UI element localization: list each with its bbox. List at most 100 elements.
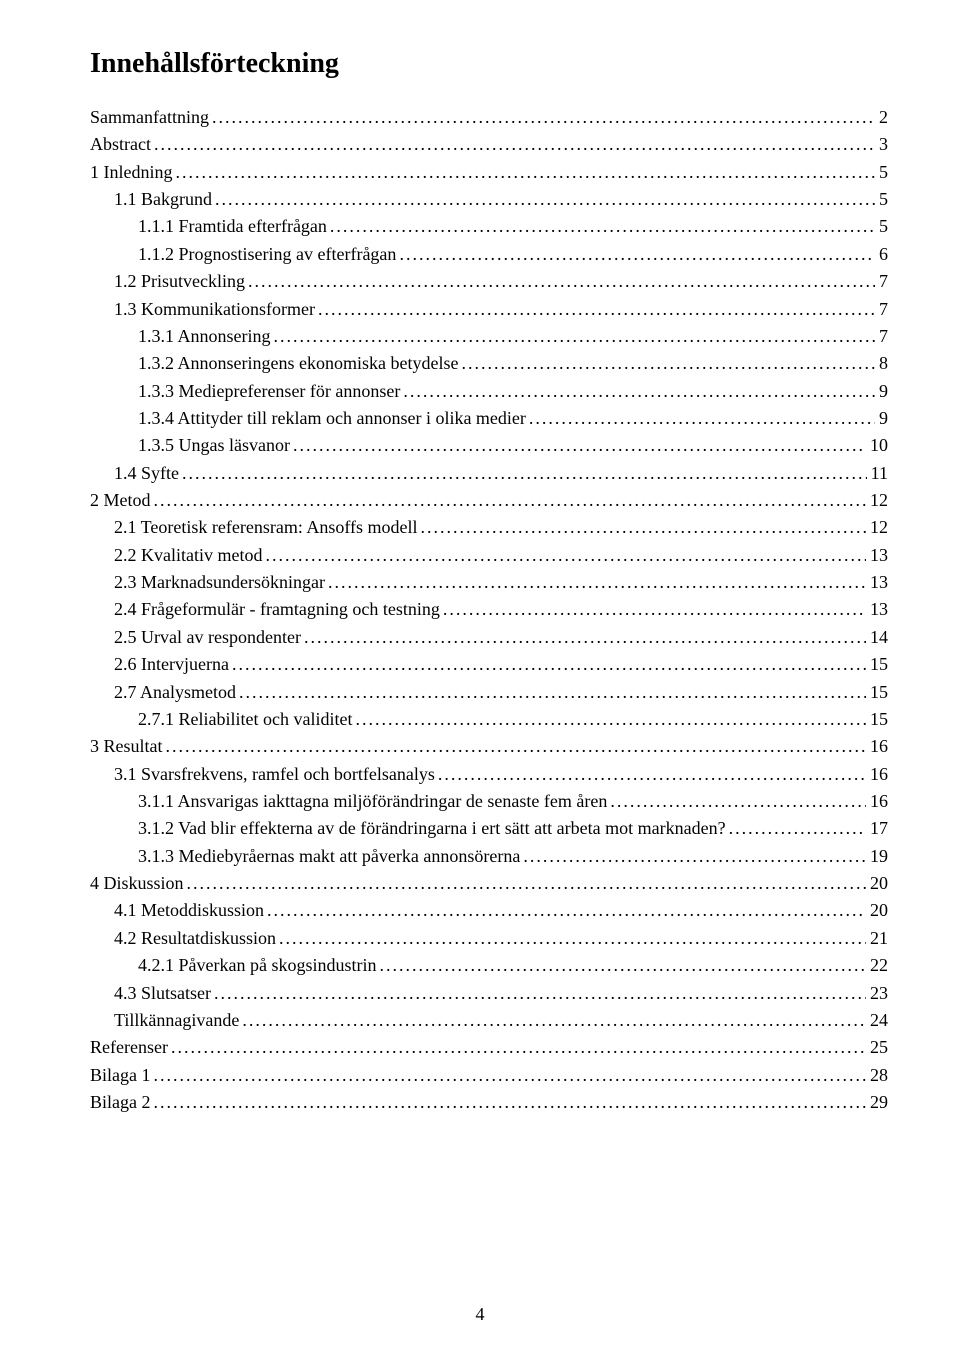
toc-entry-page: 16 [866, 761, 888, 788]
toc-leader-dots [236, 679, 866, 706]
toc-entry: 3 Resultat 16 [90, 733, 888, 760]
toc-leader-dots [245, 268, 875, 295]
toc-entry-page: 13 [866, 542, 888, 569]
toc-entry-page: 7 [875, 268, 888, 295]
toc-leader-dots [151, 1062, 867, 1089]
toc-entry-page: 9 [875, 378, 888, 405]
toc-entry: 2.6 Intervjuerna 15 [90, 651, 888, 678]
toc-entry-label: Bilaga 2 [90, 1089, 151, 1116]
toc-leader-dots [262, 542, 866, 569]
toc-entry: 1 Inledning 5 [90, 159, 888, 186]
toc-entry: 4.3 Slutsatser 23 [90, 980, 888, 1007]
toc-entry: 3.1 Svarsfrekvens, ramfel och bortfelsan… [90, 761, 888, 788]
toc-entry-page: 21 [866, 925, 888, 952]
toc-entry-label: 3.1.2 Vad blir effekterna av de förändri… [138, 815, 726, 842]
toc-entry: 1.1 Bakgrund 5 [90, 186, 888, 213]
toc-entry: 2.3 Marknadsundersökningar 13 [90, 569, 888, 596]
toc-leader-dots [325, 569, 866, 596]
toc-entry: 1.2 Prisutveckling 7 [90, 268, 888, 295]
toc-entry-page: 23 [866, 980, 888, 1007]
toc-leader-dots [376, 952, 866, 979]
toc-entry-page: 13 [866, 596, 888, 623]
toc-leader-dots [179, 460, 867, 487]
toc-entry-page: 16 [866, 733, 888, 760]
toc-entry-label: Tillkännagivande [114, 1007, 239, 1034]
toc-entry-page: 11 [867, 460, 888, 487]
toc-entry-label: 1.3.3 Mediepreferenser för annonser [138, 378, 400, 405]
toc-entry-label: 1.3.2 Annonseringens ekonomiska betydels… [138, 350, 458, 377]
toc-entry-page: 7 [875, 323, 888, 350]
toc-entry-label: 4.3 Slutsatser [114, 980, 211, 1007]
toc-leader-dots [435, 761, 866, 788]
toc-entry: 2.2 Kvalitativ metod 13 [90, 542, 888, 569]
toc-entry-label: 4.1 Metoddiskussion [114, 897, 264, 924]
toc-entry: 3.1.1 Ansvarigas iakttagna miljöförändri… [90, 788, 888, 815]
toc-entry-label: 3.1 Svarsfrekvens, ramfel och bortfelsan… [114, 761, 435, 788]
toc-entry-label: 1.4 Syfte [114, 460, 179, 487]
toc-entry-label: 3.1.1 Ansvarigas iakttagna miljöförändri… [138, 788, 607, 815]
toc-entry-page: 5 [875, 159, 888, 186]
toc-entry: Abstract 3 [90, 131, 888, 158]
toc-leader-dots [458, 350, 875, 377]
toc-entry-label: 4 Diskussion [90, 870, 184, 897]
toc-leader-dots [209, 104, 875, 131]
toc-entry-label: 2 Metod [90, 487, 151, 514]
toc-entry-label: 2.2 Kvalitativ metod [114, 542, 262, 569]
toc-entry-label: Referenser [90, 1034, 168, 1061]
toc-entry: 1.3.4 Attityder till reklam och annonser… [90, 405, 888, 432]
toc-entry-label: 2.4 Frågeformulär - framtagning och test… [114, 596, 440, 623]
toc-entry-label: 2.6 Intervjuerna [114, 651, 229, 678]
toc-leader-dots [173, 159, 876, 186]
toc-entry: 2.1 Teoretisk referensram: Ansoffs model… [90, 514, 888, 541]
toc-entry-label: 2.1 Teoretisk referensram: Ansoffs model… [114, 514, 418, 541]
toc-entry: 4.2.1 Påverkan på skogsindustrin 22 [90, 952, 888, 979]
page-number: 4 [0, 1304, 960, 1325]
toc-entry-page: 5 [875, 213, 888, 240]
toc-list: Sammanfattning 2Abstract 31 Inledning 51… [90, 104, 888, 1116]
toc-entry: Bilaga 1 28 [90, 1062, 888, 1089]
toc-entry-page: 5 [875, 186, 888, 213]
toc-entry-label: 1.3.4 Attityder till reklam och annonser… [138, 405, 526, 432]
toc-entry-label: 1.3 Kommunikationsformer [114, 296, 315, 323]
toc-leader-dots [264, 897, 866, 924]
toc-entry-page: 15 [866, 651, 888, 678]
toc-entry: 1.1.1 Framtida efterfrågan 5 [90, 213, 888, 240]
toc-entry-page: 28 [866, 1062, 888, 1089]
toc-entry-page: 12 [866, 514, 888, 541]
toc-entry-label: 1.1 Bakgrund [114, 186, 212, 213]
toc-leader-dots [526, 405, 875, 432]
toc-entry-label: 1.1.2 Prognostisering av efterfrågan [138, 241, 396, 268]
toc-entry: Bilaga 2 29 [90, 1089, 888, 1116]
toc-leader-dots [184, 870, 866, 897]
toc-leader-dots [400, 378, 875, 405]
toc-entry: 2.5 Urval av respondenter 14 [90, 624, 888, 651]
toc-entry-label: 1.3.1 Annonsering [138, 323, 271, 350]
toc-entry: 1.3 Kommunikationsformer 7 [90, 296, 888, 323]
toc-entry: 1.4 Syfte 11 [90, 460, 888, 487]
toc-leader-dots [290, 432, 866, 459]
toc-leader-dots [271, 323, 876, 350]
toc-leader-dots [151, 131, 875, 158]
toc-entry-page: 25 [866, 1034, 888, 1061]
document-page: Innehållsförteckning Sammanfattning 2Abs… [0, 0, 960, 1361]
toc-entry-page: 13 [866, 569, 888, 596]
toc-leader-dots [607, 788, 866, 815]
toc-leader-dots [396, 241, 875, 268]
toc-entry-page: 16 [866, 788, 888, 815]
toc-entry-page: 20 [866, 870, 888, 897]
toc-entry-page: 10 [866, 432, 888, 459]
toc-leader-dots [239, 1007, 866, 1034]
toc-entry-page: 24 [866, 1007, 888, 1034]
toc-entry: 1.3.3 Mediepreferenser för annonser 9 [90, 378, 888, 405]
toc-entry-page: 29 [866, 1089, 888, 1116]
toc-leader-dots [163, 733, 867, 760]
toc-entry-label: 3.1.3 Mediebyråernas makt att påverka an… [138, 843, 520, 870]
toc-entry-page: 15 [866, 706, 888, 733]
toc-entry-label: 1 Inledning [90, 159, 173, 186]
toc-entry: 2.7 Analysmetod 15 [90, 679, 888, 706]
toc-leader-dots [352, 706, 866, 733]
toc-leader-dots [168, 1034, 866, 1061]
toc-entry-label: 1.3.5 Ungas läsvanor [138, 432, 290, 459]
toc-entry: 1.3.2 Annonseringens ekonomiska betydels… [90, 350, 888, 377]
toc-entry: 1.1.2 Prognostisering av efterfrågan 6 [90, 241, 888, 268]
